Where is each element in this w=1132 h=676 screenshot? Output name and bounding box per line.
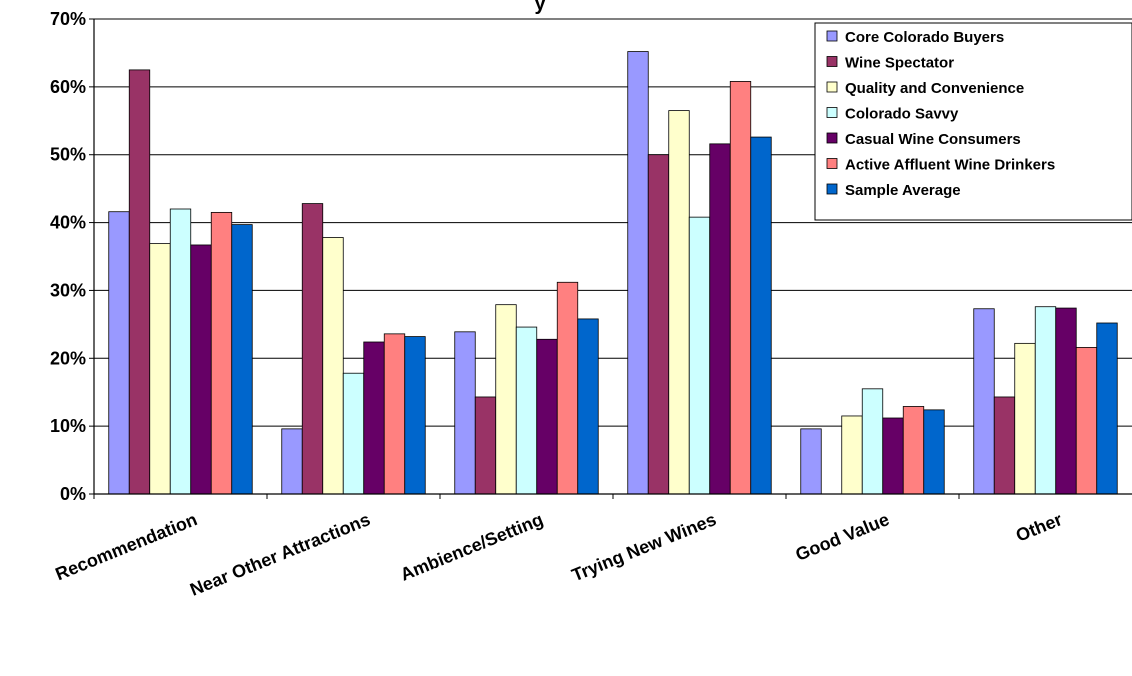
legend-swatch bbox=[826, 158, 838, 169]
legend-swatch bbox=[826, 107, 838, 118]
y-axis-ticks: 0% 10% 20% 30% 40% 50% 60% 70% bbox=[50, 9, 86, 504]
bar bbox=[861, 388, 884, 495]
bar bbox=[149, 243, 171, 495]
bar bbox=[556, 281, 579, 495]
bar bbox=[688, 216, 711, 495]
bar bbox=[231, 224, 253, 495]
bar bbox=[1096, 322, 1118, 495]
bar bbox=[1034, 306, 1057, 495]
bar bbox=[515, 326, 538, 495]
bar bbox=[210, 211, 233, 495]
legend-label: Core Colorado Buyers bbox=[845, 29, 1004, 46]
bar bbox=[281, 428, 303, 495]
bar bbox=[363, 341, 385, 495]
bar bbox=[536, 338, 558, 495]
chart-title: y bbox=[534, 0, 546, 15]
bar bbox=[404, 336, 426, 495]
bar bbox=[647, 154, 670, 495]
bar bbox=[709, 143, 731, 495]
bar bbox=[474, 396, 497, 495]
legend-label: Colorado Savvy bbox=[845, 106, 959, 123]
x-tick-label: Other bbox=[1013, 509, 1065, 546]
legend-label: Sample Average bbox=[845, 182, 961, 199]
legend: Core Colorado Buyers Wine Spectator Qualit… bbox=[814, 22, 1132, 221]
bar bbox=[729, 81, 752, 495]
bars bbox=[108, 51, 1118, 495]
x-tick-label: Near Other Attractions bbox=[187, 509, 373, 600]
bar bbox=[495, 304, 517, 495]
x-tick-label: Good Value bbox=[793, 509, 892, 565]
bar bbox=[342, 372, 365, 495]
bar bbox=[577, 318, 599, 495]
bar bbox=[1014, 342, 1036, 495]
bar bbox=[800, 428, 822, 495]
legend-swatch bbox=[826, 132, 838, 144]
bar bbox=[668, 110, 690, 495]
legend-swatch bbox=[826, 81, 838, 93]
y-tick-label: 70% bbox=[50, 9, 86, 29]
bar bbox=[1075, 347, 1098, 495]
bar bbox=[993, 396, 1016, 495]
legend-swatch bbox=[826, 30, 838, 42]
legend-box bbox=[814, 22, 1132, 221]
bar bbox=[973, 308, 995, 495]
axes bbox=[89, 18, 1132, 499]
bar bbox=[1055, 307, 1077, 495]
bar bbox=[190, 244, 212, 495]
bar bbox=[882, 417, 904, 495]
x-tick-label: Ambience/Setting bbox=[398, 509, 546, 584]
y-tick-label: 30% bbox=[50, 280, 86, 300]
x-tick-label: Recommendation bbox=[52, 509, 200, 584]
y-tick-label: 50% bbox=[50, 145, 86, 165]
x-tick-label: Trying New Wines bbox=[569, 509, 719, 585]
bar bbox=[923, 409, 945, 495]
legend-swatch bbox=[826, 183, 838, 195]
legend-label: Casual Wine Consumers bbox=[845, 131, 1021, 148]
legend-swatch bbox=[826, 56, 838, 67]
y-tick-label: 20% bbox=[50, 348, 86, 368]
bar bbox=[841, 415, 863, 495]
y-tick-label: 0% bbox=[60, 484, 86, 504]
legend-label: Quality and Convenience bbox=[845, 80, 1024, 97]
y-tick-label: 40% bbox=[50, 213, 86, 233]
legend-label: Active Affluent Wine Drinkers bbox=[845, 157, 1055, 174]
bar bbox=[169, 208, 192, 495]
bar bbox=[108, 211, 130, 495]
bar bbox=[454, 331, 476, 495]
bar bbox=[383, 333, 406, 495]
bar bbox=[627, 51, 649, 495]
gridlines bbox=[94, 18, 1132, 427]
y-tick-label: 60% bbox=[50, 77, 86, 97]
bar bbox=[902, 406, 925, 495]
bar bbox=[322, 237, 344, 495]
bar bbox=[128, 69, 151, 495]
bar bbox=[301, 203, 324, 495]
y-tick-label: 10% bbox=[50, 416, 86, 436]
bar bbox=[750, 136, 772, 495]
legend-label: Wine Spectator bbox=[845, 55, 954, 72]
